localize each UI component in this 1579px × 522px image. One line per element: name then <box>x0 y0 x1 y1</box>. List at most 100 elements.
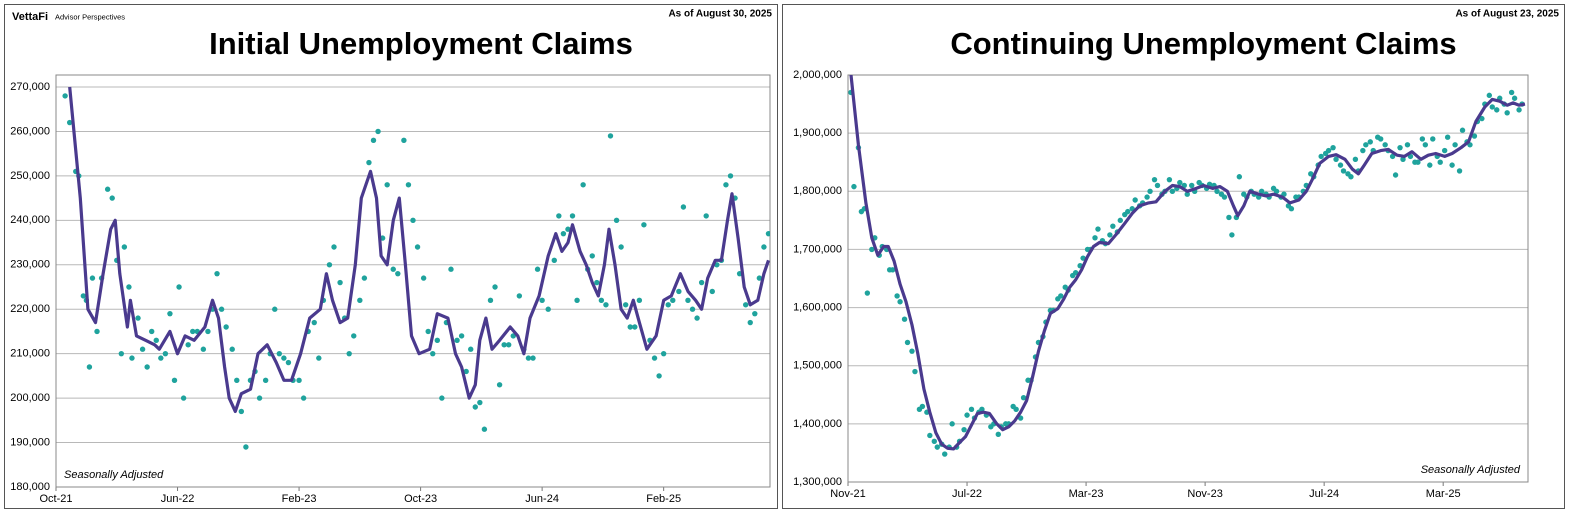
data-point <box>296 377 302 384</box>
data-point <box>281 355 287 361</box>
data-point <box>262 377 269 384</box>
data-point <box>851 183 857 190</box>
data-point <box>539 297 545 304</box>
data-point <box>366 159 372 166</box>
data-point <box>1340 168 1347 174</box>
data-point <box>698 279 705 286</box>
data-point <box>109 195 115 201</box>
data-point <box>636 297 643 304</box>
data-point <box>1236 174 1243 180</box>
data-point <box>311 319 317 326</box>
data-point <box>727 173 734 179</box>
data-point <box>747 319 753 326</box>
x-tick-label: Jul-24 <box>1309 488 1339 500</box>
data-point <box>685 297 691 304</box>
data-point <box>961 426 967 433</box>
data-point <box>560 230 567 237</box>
data-point <box>530 355 536 361</box>
data-point <box>1367 139 1373 145</box>
data-point <box>118 350 125 357</box>
data-point <box>1479 115 1485 122</box>
data-point <box>912 368 918 375</box>
data-point <box>1449 162 1455 168</box>
data-point <box>1419 136 1426 142</box>
data-point <box>326 262 333 268</box>
data-point <box>496 382 503 388</box>
data-point <box>516 293 523 299</box>
data-point <box>651 355 658 361</box>
data-point <box>694 315 700 321</box>
data-point <box>276 350 283 357</box>
x-tick-label: Oct-21 <box>39 493 72 505</box>
data-point <box>565 226 571 232</box>
data-point <box>316 355 322 361</box>
y-tick-label: 1,400,000 <box>793 418 842 430</box>
data-point <box>1348 174 1354 180</box>
data-point <box>1397 144 1403 151</box>
data-point <box>135 315 141 321</box>
data-point <box>223 324 229 330</box>
y-tick-label: 240,000 <box>10 214 50 226</box>
data-point <box>149 328 155 335</box>
data-point <box>1092 235 1098 241</box>
x-tick-label: Jul-22 <box>952 488 982 500</box>
trend-line <box>849 75 1526 451</box>
data-point <box>463 368 469 375</box>
data-point <box>167 310 173 317</box>
data-point <box>351 333 357 339</box>
data-point <box>1430 136 1436 142</box>
date-note: As of August 30, 2025 <box>668 9 772 20</box>
data-point <box>62 93 68 99</box>
data-point <box>1110 223 1116 229</box>
date-note: As of August 23, 2025 <box>1455 9 1559 20</box>
x-tick-label: Oct-23 <box>404 493 437 505</box>
data-point <box>448 266 454 272</box>
data-point <box>525 355 532 361</box>
data-point <box>180 395 187 401</box>
data-point <box>420 275 427 281</box>
data-point <box>580 182 586 188</box>
data-point <box>1058 293 1064 299</box>
data-point <box>104 186 111 192</box>
trend-line <box>68 86 770 413</box>
data-point <box>158 355 164 361</box>
data-point <box>468 346 474 352</box>
data-point <box>481 426 488 432</box>
data-point <box>1489 104 1495 110</box>
data-point <box>1516 107 1522 113</box>
panel-border <box>4 4 778 509</box>
data-point <box>80 293 87 299</box>
data-point <box>1288 206 1295 212</box>
data-point <box>1169 188 1176 194</box>
data-point <box>603 302 609 308</box>
data-point <box>1125 208 1131 215</box>
data-point <box>574 297 580 304</box>
data-point <box>1422 142 1429 148</box>
data-point <box>1377 136 1384 142</box>
data-point <box>1427 162 1433 168</box>
data-point <box>1226 214 1232 221</box>
data-point <box>1080 255 1086 261</box>
data-point <box>1184 191 1190 197</box>
x-tick-label: Nov-21 <box>830 488 865 500</box>
data-point <box>556 213 562 219</box>
data-point <box>1325 147 1332 154</box>
x-tick-label: Mar-23 <box>1069 488 1104 500</box>
plot-border <box>847 74 1529 483</box>
y-tick-label: 1,700,000 <box>793 243 842 255</box>
data-point <box>889 267 896 273</box>
data-point <box>703 213 709 219</box>
chart-title: Initial Unemployment Claims <box>209 26 633 61</box>
data-point <box>384 182 390 188</box>
panel-border <box>782 4 1565 509</box>
data-point <box>627 324 633 330</box>
data-point <box>425 328 431 335</box>
data-point <box>346 350 352 357</box>
data-point <box>414 244 421 250</box>
data-point <box>1117 217 1123 224</box>
data-point <box>1189 182 1195 189</box>
data-point <box>434 337 441 344</box>
data-point <box>964 412 970 418</box>
data-point <box>454 337 460 344</box>
